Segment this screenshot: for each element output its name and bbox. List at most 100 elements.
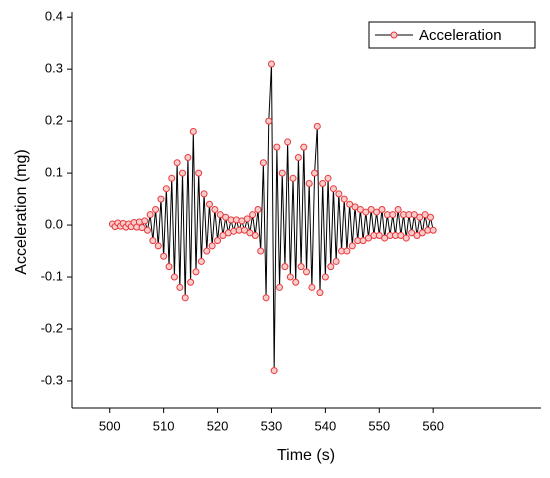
data-point bbox=[335, 190, 343, 198]
data-point bbox=[262, 294, 270, 302]
y-tick-label: -0.1 bbox=[41, 268, 63, 283]
y-tick-label: 0.1 bbox=[45, 165, 63, 180]
x-tick-label: 550 bbox=[368, 418, 390, 433]
data-point bbox=[389, 211, 397, 219]
data-point bbox=[373, 208, 381, 216]
data-point bbox=[346, 200, 354, 208]
data-point bbox=[214, 237, 222, 245]
series-line bbox=[112, 63, 434, 371]
data-point bbox=[426, 213, 434, 221]
y-tick-label: -0.2 bbox=[41, 320, 63, 335]
y-tick-label: 0.0 bbox=[45, 217, 63, 232]
data-point bbox=[381, 234, 389, 242]
data-point bbox=[278, 169, 286, 177]
data-point bbox=[416, 213, 424, 221]
data-point bbox=[300, 143, 308, 151]
data-point bbox=[324, 174, 332, 182]
data-point bbox=[141, 217, 149, 225]
data-point bbox=[308, 283, 316, 291]
data-point bbox=[184, 154, 192, 162]
data-point bbox=[243, 215, 251, 223]
legend-marker bbox=[390, 31, 398, 39]
data-point bbox=[364, 234, 372, 242]
data-point bbox=[254, 205, 262, 213]
data-point bbox=[149, 237, 157, 245]
data-point bbox=[297, 263, 305, 271]
data-point bbox=[189, 128, 197, 136]
data-point bbox=[359, 237, 367, 245]
data-point bbox=[187, 278, 195, 286]
data-point bbox=[219, 231, 227, 239]
y-tick-label: 0.4 bbox=[45, 9, 63, 24]
data-point bbox=[154, 242, 162, 250]
data-point bbox=[165, 263, 173, 271]
data-point bbox=[284, 138, 292, 146]
x-tick-label: 500 bbox=[99, 418, 121, 433]
x-tick-label: 510 bbox=[153, 418, 175, 433]
x-tick-label: 540 bbox=[315, 418, 337, 433]
data-point bbox=[241, 226, 249, 234]
data-point bbox=[146, 211, 154, 219]
data-point bbox=[270, 367, 278, 375]
data-point bbox=[222, 213, 230, 221]
data-point bbox=[208, 242, 216, 250]
data-point bbox=[176, 283, 184, 291]
data-point bbox=[200, 190, 208, 198]
data-point bbox=[276, 283, 284, 291]
data-point bbox=[327, 263, 335, 271]
data-point bbox=[216, 211, 224, 219]
data-point bbox=[356, 205, 364, 213]
data-point bbox=[160, 252, 168, 260]
y-tick-label: 0.3 bbox=[45, 61, 63, 76]
data-point bbox=[329, 185, 337, 193]
data-point bbox=[179, 169, 187, 177]
data-point bbox=[340, 195, 348, 203]
data-point bbox=[429, 226, 437, 234]
data-point bbox=[203, 247, 211, 255]
data-point bbox=[375, 231, 383, 239]
data-point bbox=[143, 226, 151, 234]
data-point bbox=[257, 247, 265, 255]
data-point bbox=[162, 185, 170, 193]
data-point bbox=[157, 195, 165, 203]
data-point bbox=[408, 229, 416, 237]
data-point bbox=[319, 179, 327, 187]
data-point bbox=[246, 229, 254, 237]
data-point bbox=[348, 242, 356, 250]
data-point bbox=[367, 205, 375, 213]
data-point bbox=[249, 211, 257, 219]
data-point bbox=[205, 200, 213, 208]
data-point bbox=[378, 205, 386, 213]
data-point bbox=[332, 257, 340, 265]
data-point bbox=[410, 211, 418, 219]
data-point bbox=[313, 122, 321, 130]
data-point bbox=[311, 169, 319, 177]
data-point bbox=[192, 268, 200, 276]
data-point bbox=[152, 205, 160, 213]
data-point bbox=[267, 60, 275, 68]
data-point bbox=[421, 211, 429, 219]
data-point bbox=[303, 268, 310, 276]
data-point bbox=[397, 231, 405, 239]
y-axis-label: Acceleration (mg) bbox=[13, 149, 30, 274]
data-point bbox=[305, 179, 313, 187]
data-point bbox=[168, 174, 176, 182]
data-point bbox=[281, 263, 289, 271]
data-point bbox=[181, 294, 189, 302]
data-point bbox=[289, 174, 297, 182]
data-point bbox=[211, 205, 219, 213]
x-tick-label: 560 bbox=[422, 418, 444, 433]
y-tick-label: 0.2 bbox=[45, 113, 63, 128]
data-point bbox=[321, 273, 329, 281]
data-point bbox=[418, 229, 426, 237]
legend-label: Acceleration bbox=[419, 27, 502, 44]
data-point bbox=[286, 273, 294, 281]
data-point bbox=[316, 289, 324, 297]
data-point bbox=[197, 257, 205, 265]
y-tick-label: -0.3 bbox=[41, 372, 63, 387]
data-point bbox=[292, 278, 300, 286]
data-point bbox=[195, 169, 203, 177]
data-point bbox=[413, 231, 421, 239]
x-axis-label: Time (s) bbox=[277, 447, 335, 464]
data-point bbox=[343, 247, 351, 255]
